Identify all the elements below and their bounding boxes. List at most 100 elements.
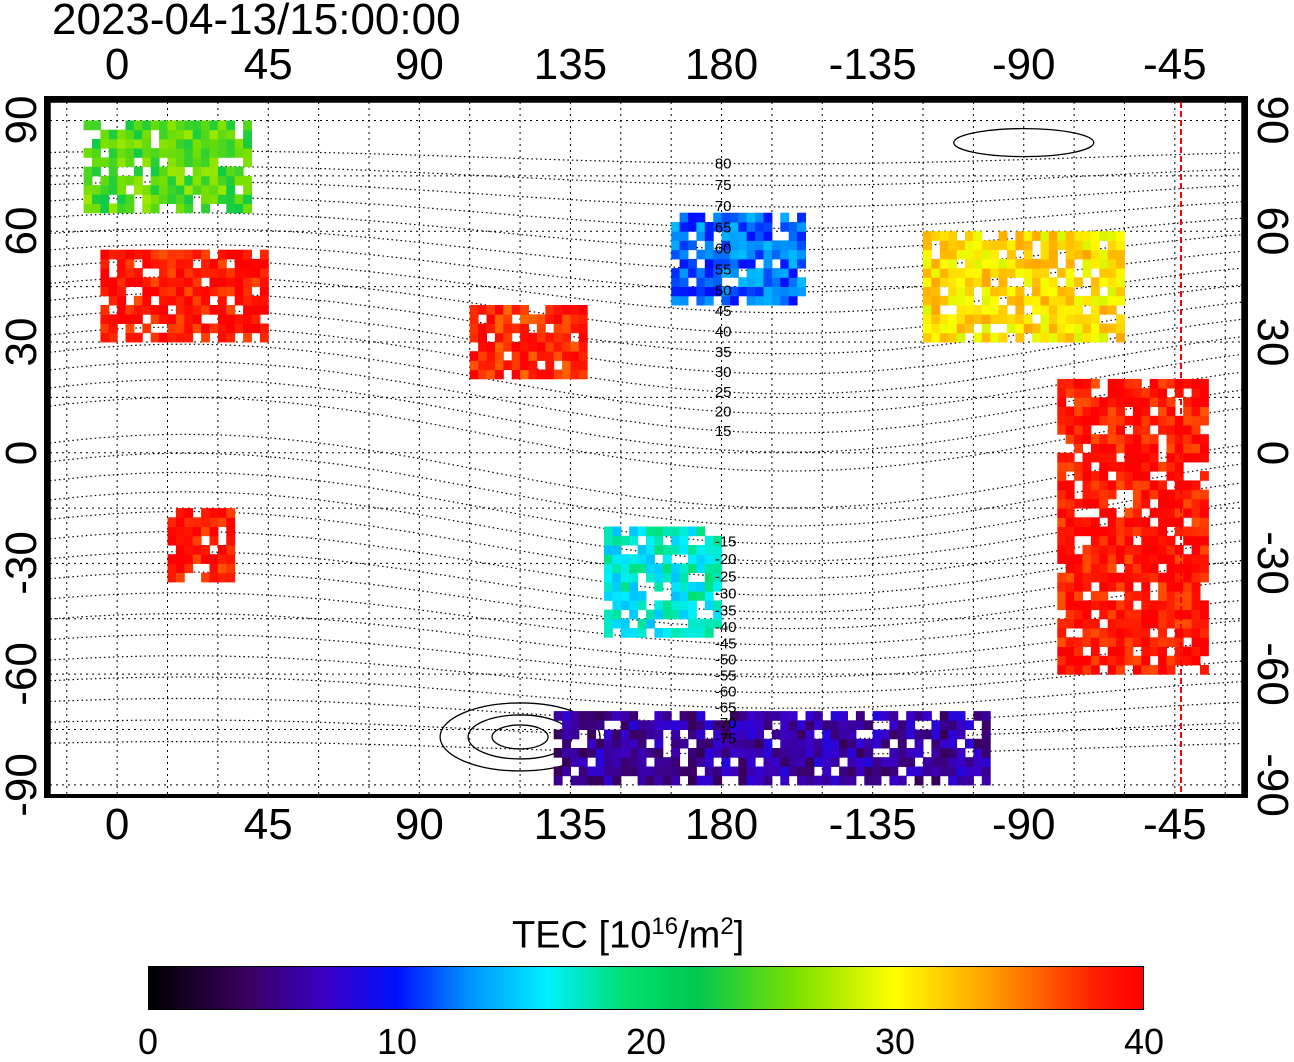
tec-cell (234, 138, 244, 149)
tec-cell (629, 711, 639, 721)
tec-cell (226, 286, 236, 297)
tec-cell (830, 748, 840, 758)
tec-cell (981, 286, 991, 297)
tec-cell (1015, 268, 1025, 278)
tec-cell (553, 323, 563, 334)
contour-label-23: -60 (715, 684, 737, 701)
tec-cell (184, 526, 194, 537)
tec-cell (931, 748, 941, 758)
tec-region-arctic-europe (83, 120, 252, 214)
tec-cell (746, 240, 756, 251)
tec-cell (679, 526, 689, 537)
tec-cell (1158, 517, 1167, 527)
tec-cell (1099, 545, 1109, 555)
tec-cell (1057, 415, 1067, 426)
tec-cell (1132, 628, 1142, 638)
tec-cell (897, 720, 907, 730)
tec-cell (696, 775, 706, 786)
tec-cell (646, 572, 655, 583)
tec-cell (217, 138, 227, 149)
tec-cell (1183, 526, 1193, 537)
tec-cell (1090, 526, 1100, 537)
tec-cell (142, 120, 152, 131)
tec-cell (1116, 406, 1125, 417)
tec-cell (142, 323, 152, 334)
tec-cell (1174, 434, 1184, 444)
tec-cell (654, 757, 664, 767)
tec-cell (100, 277, 110, 287)
tec-cell (1166, 397, 1176, 407)
tec-cell (1099, 489, 1109, 500)
tec-cell (948, 249, 958, 260)
tec-cell (1082, 489, 1092, 500)
contour-label-1: 75 (715, 177, 732, 194)
tec-cell (1007, 240, 1016, 251)
tec-cell (1149, 609, 1159, 620)
tec-cell (1116, 434, 1125, 444)
tec-cell (1132, 388, 1142, 398)
tec-cell (889, 775, 899, 786)
tec-cell (1065, 434, 1075, 444)
tec-cell (511, 341, 521, 352)
tec-cell (755, 222, 764, 232)
tec-cell (688, 268, 697, 278)
tec-cell (763, 240, 773, 251)
tec-cell (175, 508, 185, 518)
tec-cell (939, 258, 949, 269)
tec-cell (813, 738, 823, 749)
top_ticks-6: -90 (991, 40, 1056, 89)
tec-cell (192, 526, 202, 537)
tec-cell (1200, 406, 1209, 417)
tec-cell (948, 766, 958, 777)
tec-cell (604, 526, 613, 537)
tec-cell (746, 222, 756, 232)
tec-cell (1074, 378, 1083, 389)
tec-cell (1082, 415, 1092, 426)
tec-cell (234, 314, 244, 324)
tec-cell (671, 295, 681, 306)
tec-cell (1048, 314, 1058, 324)
tec-cell (209, 185, 219, 195)
tec-cell (889, 766, 899, 777)
tec-cell (629, 748, 639, 758)
tec-cell (788, 222, 798, 232)
tec-cell (1174, 563, 1184, 574)
tec-cell (1141, 480, 1151, 491)
tec-cell (142, 138, 152, 149)
tec-cell (1166, 655, 1176, 666)
tec-cell (763, 711, 773, 721)
tec-cell (1099, 268, 1109, 278)
tec-cell (175, 249, 185, 260)
tec-cell (855, 711, 865, 721)
tec-cell (209, 305, 219, 315)
tec-cell (839, 729, 848, 740)
tec-cell (721, 222, 731, 232)
tec-cell (192, 305, 202, 315)
tec-cell (1191, 600, 1201, 611)
tec-cell (226, 563, 236, 574)
tec-cell (192, 535, 202, 546)
tec-cell (763, 231, 773, 241)
tec-cell (578, 323, 588, 334)
tec-cell (545, 369, 555, 380)
tec-cell (721, 729, 731, 740)
tec-cell (150, 305, 160, 315)
tec-cell (688, 545, 697, 555)
tec-cell (679, 581, 689, 592)
tec-cell (1141, 581, 1151, 592)
tec-cell (780, 212, 790, 223)
tec-cell (1082, 554, 1092, 564)
tec-cell (1191, 388, 1201, 398)
tec-cell (1166, 415, 1176, 426)
tec-cell (646, 775, 655, 786)
tec-cell (553, 341, 563, 352)
tec-cell (494, 314, 504, 324)
tec-cell (1174, 378, 1184, 389)
tec-cell (679, 295, 689, 306)
tec-cell (1141, 471, 1151, 481)
tec-cell (259, 323, 269, 334)
tec-cell (1082, 665, 1092, 675)
tec-cell (1057, 268, 1067, 278)
tec-cell (612, 618, 622, 629)
tec-cell (931, 729, 941, 740)
